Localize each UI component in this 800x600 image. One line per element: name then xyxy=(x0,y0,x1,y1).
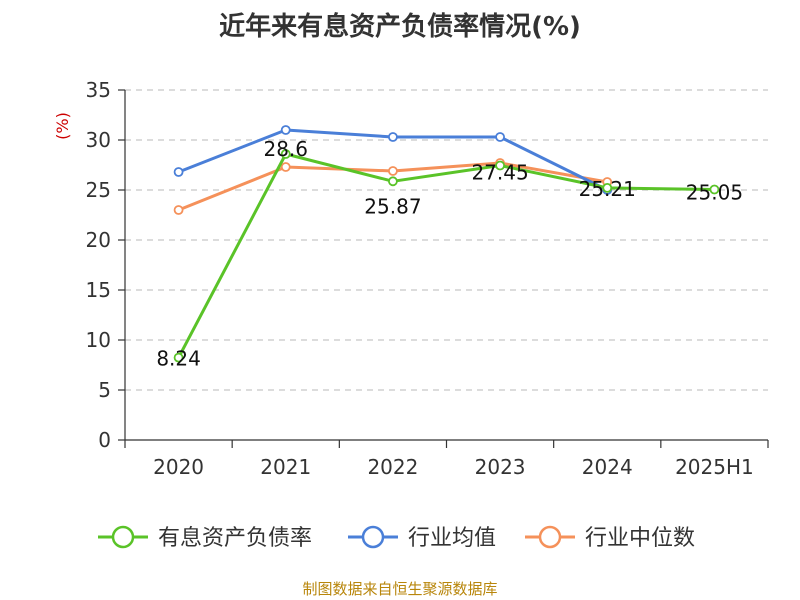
x-tick-label: 2025H1 xyxy=(675,455,754,479)
legend-marker-circle xyxy=(538,525,562,549)
legend: 有息资产负债率 行业均值 行业中位数 xyxy=(98,525,695,551)
data-point xyxy=(388,132,398,142)
legend-label: 有息资产负债率 xyxy=(158,526,312,551)
data-point xyxy=(495,160,505,171)
series-group xyxy=(173,125,720,363)
data-label: 25.05 xyxy=(686,181,743,205)
source-note: 制图数据来自恒生聚源数据库 xyxy=(302,580,498,598)
data-label: 8.24 xyxy=(156,347,201,371)
y-tick-label: 10 xyxy=(86,328,111,352)
data-point xyxy=(280,125,291,135)
legend-marker-circle xyxy=(361,525,385,549)
y-tick-label: 20 xyxy=(86,228,111,252)
data-point xyxy=(173,205,184,215)
data-point xyxy=(280,149,291,159)
data-point xyxy=(602,182,613,193)
data-label: 25.21 xyxy=(579,177,636,201)
x-tick-label: 2024 xyxy=(582,455,633,479)
series-line-0 xyxy=(177,152,715,359)
y-tick-label: 0 xyxy=(98,428,111,452)
data-point xyxy=(280,162,291,172)
x-tick-label: 2021 xyxy=(260,455,311,479)
data-point xyxy=(495,132,505,142)
legend-label: 行业中位数 xyxy=(585,526,695,551)
y-tick-label: 30 xyxy=(86,128,111,152)
chart-title: 近年来有息资产负债率情况(%) xyxy=(219,12,581,42)
grid-lines xyxy=(125,89,768,391)
y-tick-label: 5 xyxy=(98,378,111,402)
data-point xyxy=(709,184,720,195)
data-point xyxy=(388,176,398,187)
data-point xyxy=(173,167,184,177)
legend-label: 行业均值 xyxy=(408,526,496,551)
data-label: 28.6 xyxy=(263,137,308,161)
x-tick-label: 2022 xyxy=(367,455,418,479)
y-tick-label: 15 xyxy=(86,278,111,302)
data-label: 25.87 xyxy=(364,194,421,218)
legend-marker-circle xyxy=(111,525,135,549)
data-labels: 8.24 28.6 25.87 27.45 25.21 25.05 xyxy=(156,137,743,371)
y-tick-label: 25 xyxy=(86,178,111,202)
data-point xyxy=(173,352,184,363)
x-tick-label: 2020 xyxy=(153,455,204,479)
data-point xyxy=(388,166,398,176)
axes: 0 5 10 15 20 25 30 35 2020 2021 2022 2023 2024 2025H1… xyxy=(53,78,769,479)
y-tick-label: 35 xyxy=(86,78,111,102)
y-axis-unit: (%) xyxy=(53,112,72,140)
x-tick-label: 2023 xyxy=(475,455,526,479)
data-label: 27.45 xyxy=(471,161,528,185)
